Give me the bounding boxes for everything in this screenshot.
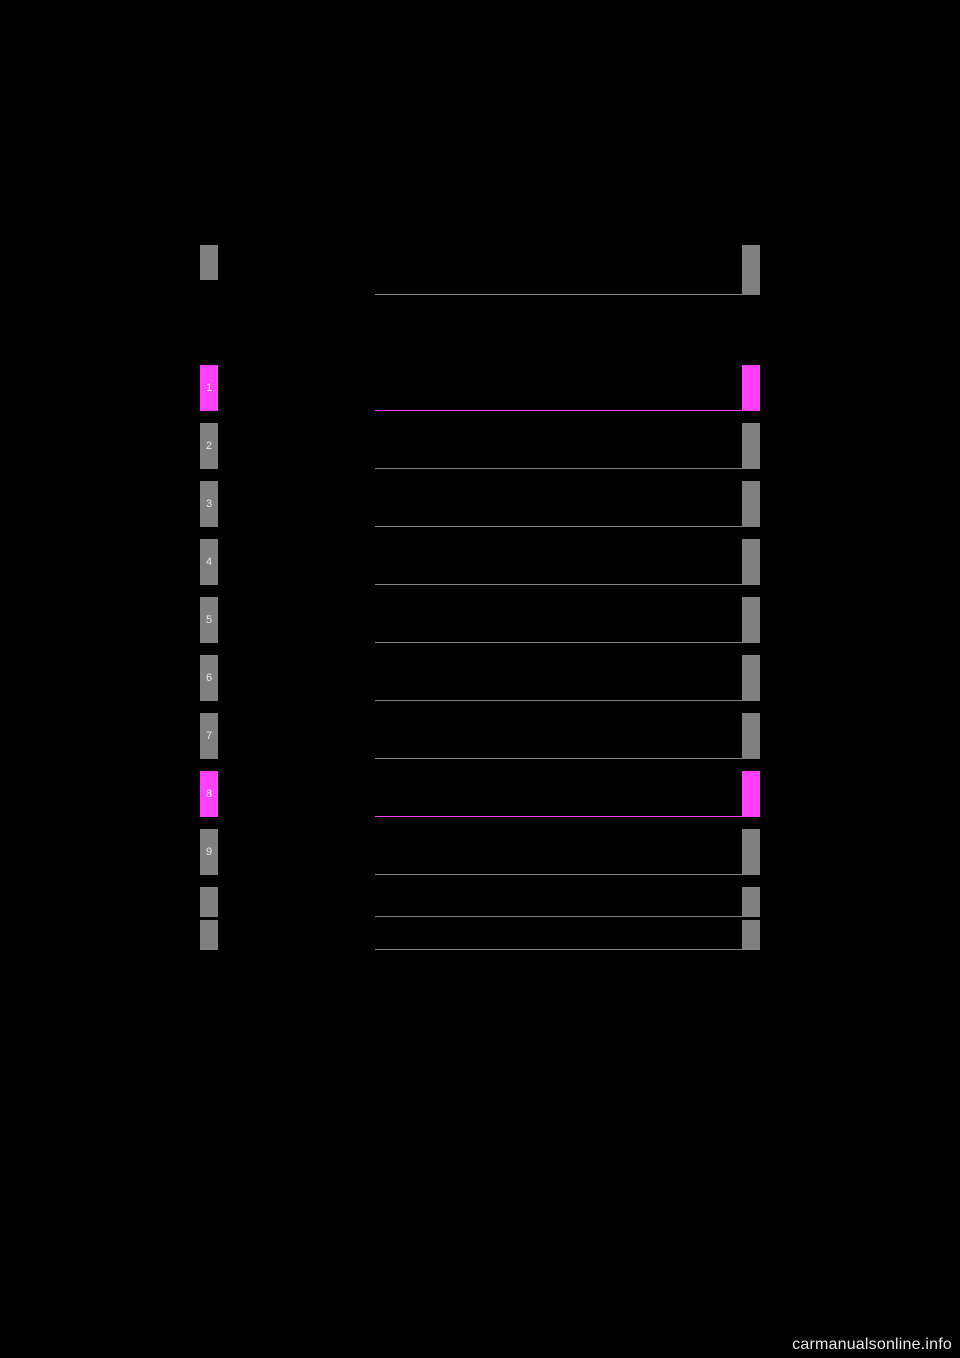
chapter-right-tab: [742, 829, 760, 875]
toc-row[interactable]: 6: [200, 655, 760, 701]
chapter-title-area: [375, 597, 760, 643]
header-underline: [375, 294, 760, 295]
chapter-number-tab: 9: [200, 829, 218, 875]
toc-rows: 1 2 3 4 5 6 7 8 9: [200, 365, 760, 950]
chapter-title-area: [375, 887, 760, 917]
chapter-title-area: [375, 481, 760, 527]
chapter-right-tab: [742, 539, 760, 585]
chapter-title-area: [375, 423, 760, 469]
chapter-right-tab: [742, 920, 760, 950]
toc-row[interactable]: [200, 920, 760, 950]
chapter-number-tab: [200, 887, 218, 917]
chapter-number-tab: 2: [200, 423, 218, 469]
toc-header-block: [200, 245, 760, 295]
toc-row[interactable]: 5: [200, 597, 760, 643]
chapter-title-area: [375, 655, 760, 701]
chapter-right-tab: [742, 771, 760, 817]
chapter-right-tab: [742, 423, 760, 469]
chapter-title-area: [375, 920, 760, 950]
chapter-number-tab: 1: [200, 365, 218, 411]
header-left-tab: [200, 245, 218, 280]
toc-row[interactable]: 3: [200, 481, 760, 527]
toc-row[interactable]: 2: [200, 423, 760, 469]
watermark-text: carmanualsonline.info: [792, 1336, 952, 1354]
chapter-right-tab: [742, 655, 760, 701]
chapter-number-tab: 8: [200, 771, 218, 817]
chapter-right-tab: [742, 887, 760, 917]
chapter-right-tab: [742, 481, 760, 527]
chapter-number-tab: 3: [200, 481, 218, 527]
toc-row[interactable]: 9: [200, 829, 760, 875]
toc-row[interactable]: 4: [200, 539, 760, 585]
chapter-right-tab: [742, 713, 760, 759]
header-right-tab: [742, 245, 760, 295]
chapter-number-tab: 4: [200, 539, 218, 585]
chapter-right-tab: [742, 365, 760, 411]
chapter-right-tab: [742, 597, 760, 643]
chapter-title-area: [375, 539, 760, 585]
chapter-number-tab: [200, 920, 218, 950]
toc-page: 1 2 3 4 5 6 7 8 9: [200, 245, 760, 950]
toc-row[interactable]: 8: [200, 771, 760, 817]
toc-row[interactable]: [200, 887, 760, 917]
chapter-number-tab: 7: [200, 713, 218, 759]
toc-row[interactable]: 1: [200, 365, 760, 411]
chapter-title-area: [375, 713, 760, 759]
chapter-number-tab: 5: [200, 597, 218, 643]
toc-row[interactable]: 7: [200, 713, 760, 759]
chapter-title-area: [375, 829, 760, 875]
chapter-number-tab: 6: [200, 655, 218, 701]
chapter-title-area: [375, 365, 760, 411]
chapter-title-area: [375, 771, 760, 817]
